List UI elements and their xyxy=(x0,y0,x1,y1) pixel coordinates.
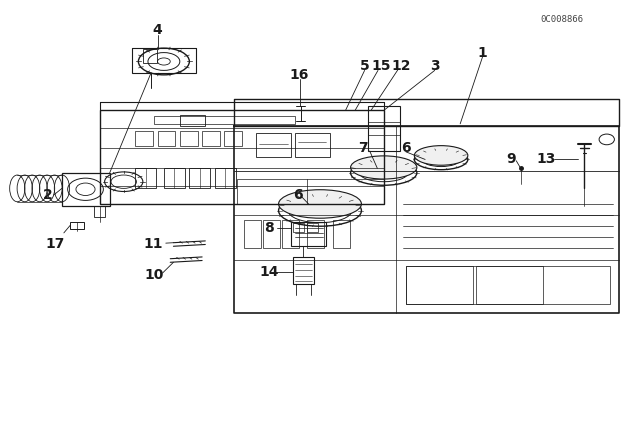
Bar xyxy=(180,115,205,126)
Bar xyxy=(189,168,211,188)
Text: 0C008866: 0C008866 xyxy=(541,15,584,24)
Bar xyxy=(476,266,543,304)
Text: 9: 9 xyxy=(506,152,516,167)
Bar xyxy=(100,111,384,204)
Bar xyxy=(406,266,473,304)
Bar xyxy=(293,258,314,284)
Bar xyxy=(202,130,220,146)
Bar xyxy=(70,222,84,229)
Bar xyxy=(262,220,280,249)
Bar xyxy=(294,133,330,157)
Bar xyxy=(132,48,196,73)
Text: 2: 2 xyxy=(43,188,52,202)
Ellipse shape xyxy=(414,146,468,165)
Bar xyxy=(293,223,304,232)
Bar xyxy=(135,168,156,188)
Text: 16: 16 xyxy=(290,68,309,82)
Text: 13: 13 xyxy=(536,152,556,167)
Text: 6: 6 xyxy=(401,141,411,155)
Text: 6: 6 xyxy=(293,188,303,202)
Bar xyxy=(135,130,153,146)
Text: 3: 3 xyxy=(430,59,440,73)
Text: 1: 1 xyxy=(477,46,488,60)
Bar xyxy=(94,206,105,217)
Bar xyxy=(215,168,236,188)
Bar xyxy=(406,266,610,304)
Text: 10: 10 xyxy=(145,268,164,282)
Bar xyxy=(164,168,185,188)
Bar xyxy=(282,220,299,249)
Bar xyxy=(291,222,326,246)
Bar xyxy=(157,130,175,146)
Text: 14: 14 xyxy=(259,265,279,279)
Bar xyxy=(143,49,157,63)
Bar xyxy=(180,130,198,146)
Bar xyxy=(244,220,260,249)
Bar xyxy=(333,220,350,249)
Bar xyxy=(154,116,294,124)
Text: 17: 17 xyxy=(46,237,65,251)
Bar xyxy=(307,220,324,249)
Bar xyxy=(225,130,243,146)
Text: 4: 4 xyxy=(152,23,163,37)
Text: 8: 8 xyxy=(264,221,274,236)
Bar xyxy=(256,133,291,157)
Text: 5: 5 xyxy=(360,59,369,73)
Bar xyxy=(62,173,109,206)
Ellipse shape xyxy=(351,156,417,179)
Text: 12: 12 xyxy=(392,59,412,73)
Bar xyxy=(368,106,399,151)
Text: 11: 11 xyxy=(143,237,163,251)
Bar xyxy=(307,223,318,232)
Text: 15: 15 xyxy=(371,59,391,73)
Bar xyxy=(237,180,384,204)
Text: 7: 7 xyxy=(358,141,368,155)
Ellipse shape xyxy=(278,190,362,218)
